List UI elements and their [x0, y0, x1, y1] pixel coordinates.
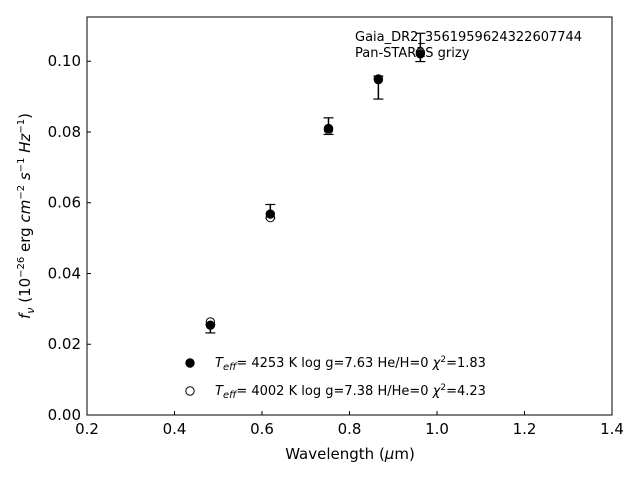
- legend-marker-filled: [185, 358, 195, 368]
- model-point-filled: [373, 74, 384, 84]
- legend-entry-open: Teff= 4002 K log g=7.38 H/He=0 χ2=4.23: [215, 383, 486, 401]
- y-axis-ticks: 0.00 0.02 0.04 0.06 0.08 0.10: [48, 52, 91, 424]
- legend-marker-open: [185, 386, 195, 396]
- y-axis-label: fν (10−26 erg cm−2 s−1 Hz−1): [16, 113, 37, 319]
- x-tick-label: 1.4: [600, 420, 624, 438]
- y-tick-label: 0.02: [48, 335, 81, 353]
- y-tick-label: 0.10: [48, 52, 81, 70]
- error-bars: [205, 32, 426, 334]
- legend-entry-filled: Teff= 4253 K log g=7.63 He/H=0 χ2=1.83: [215, 355, 486, 373]
- x-tick-label: 0.6: [250, 420, 274, 438]
- legend: Teff= 4253 K log g=7.63 He/H=0 χ2=1.83 T…: [185, 355, 486, 401]
- x-axis-ticks: 0.2 0.4 0.6 0.8 1.0 1.2 1.4: [75, 411, 624, 438]
- model-point-filled: [323, 123, 334, 134]
- model-point-filled: [265, 209, 276, 219]
- x-tick-label: 1.2: [513, 420, 537, 438]
- source-annotation: Gaia_DR2_3561959624322607744: [355, 30, 582, 45]
- survey-annotation: Pan-STARRS grizy: [355, 46, 470, 61]
- y-tick-label: 0.08: [48, 123, 81, 141]
- y-tick-label: 0.06: [48, 194, 81, 212]
- x-tick-label: 0.2: [75, 420, 99, 438]
- x-tick-label: 0.4: [163, 420, 187, 438]
- x-axis-label: Wavelength (μm): [285, 445, 415, 463]
- data-points: [205, 47, 426, 330]
- x-tick-label: 0.8: [338, 420, 362, 438]
- x-tick-label: 1.0: [425, 420, 449, 438]
- y-tick-label: 0.00: [48, 406, 81, 424]
- y-tick-label: 0.04: [48, 264, 81, 282]
- model-point-filled: [205, 320, 216, 330]
- model-point-filled: [415, 49, 426, 59]
